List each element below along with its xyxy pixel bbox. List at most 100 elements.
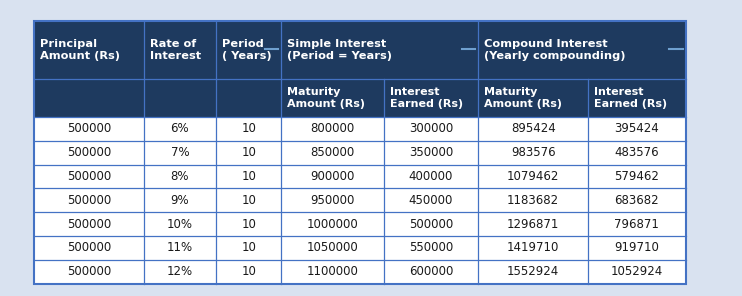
Text: Maturity
Amount (Rs): Maturity Amount (Rs) (287, 87, 365, 109)
Text: 983576: 983576 (511, 146, 556, 159)
Text: 1079462: 1079462 (507, 170, 559, 183)
Bar (34, 188, 144, 212)
Text: 10%: 10% (167, 218, 193, 231)
Bar (216, 117, 281, 141)
Text: 11%: 11% (167, 241, 193, 254)
Bar (384, 260, 479, 284)
Text: Interest
Earned (Rs): Interest Earned (Rs) (390, 87, 463, 109)
Bar (588, 212, 686, 236)
Text: 400000: 400000 (409, 170, 453, 183)
Text: 1183682: 1183682 (507, 194, 559, 207)
Text: 10: 10 (241, 241, 256, 254)
Text: 10: 10 (241, 194, 256, 207)
Text: Compound Interest
(Yearly compounding): Compound Interest (Yearly compounding) (485, 39, 626, 61)
Text: 950000: 950000 (310, 194, 355, 207)
Bar (384, 236, 479, 260)
Bar (479, 236, 588, 260)
Bar (281, 188, 384, 212)
Bar (144, 188, 216, 212)
Bar (34, 212, 144, 236)
Bar (216, 21, 281, 79)
Text: Rate of
Interest: Rate of Interest (150, 39, 200, 61)
Bar (281, 260, 384, 284)
Bar (34, 165, 144, 188)
Text: 350000: 350000 (409, 146, 453, 159)
Text: 500000: 500000 (67, 146, 111, 159)
Text: Simple Interest
(Period = Years): Simple Interest (Period = Years) (287, 39, 393, 61)
Text: 483576: 483576 (614, 146, 659, 159)
Text: 1000000: 1000000 (306, 218, 358, 231)
Text: Interest
Earned (Rs): Interest Earned (Rs) (594, 87, 667, 109)
Bar (34, 236, 144, 260)
Text: 579462: 579462 (614, 170, 660, 183)
Bar (144, 260, 216, 284)
Bar (34, 260, 144, 284)
Bar (479, 165, 588, 188)
Bar (34, 141, 144, 165)
Text: 500000: 500000 (409, 218, 453, 231)
Bar (588, 260, 686, 284)
Bar (384, 212, 479, 236)
Text: 450000: 450000 (409, 194, 453, 207)
Text: 1052924: 1052924 (611, 265, 663, 278)
Text: 10: 10 (241, 146, 256, 159)
Bar (384, 79, 479, 117)
Text: 850000: 850000 (310, 146, 355, 159)
Text: 500000: 500000 (67, 241, 111, 254)
Bar (144, 212, 216, 236)
Bar (216, 236, 281, 260)
Text: Principal
Amount (Rs): Principal Amount (Rs) (40, 39, 120, 61)
Text: 1552924: 1552924 (507, 265, 559, 278)
Bar (384, 141, 479, 165)
Bar (216, 79, 281, 117)
Bar (281, 236, 384, 260)
Bar (281, 117, 384, 141)
Bar (281, 165, 384, 188)
Bar (216, 212, 281, 236)
Text: 1419710: 1419710 (507, 241, 559, 254)
Bar (588, 165, 686, 188)
Bar (34, 79, 144, 117)
Bar (144, 165, 216, 188)
Text: 500000: 500000 (67, 218, 111, 231)
Text: 10: 10 (241, 170, 256, 183)
Bar (479, 212, 588, 236)
Text: 919710: 919710 (614, 241, 660, 254)
Text: 395424: 395424 (614, 123, 659, 135)
Text: 900000: 900000 (310, 170, 355, 183)
Text: 6%: 6% (171, 123, 189, 135)
Text: 500000: 500000 (67, 265, 111, 278)
Bar (588, 236, 686, 260)
Text: 10: 10 (241, 218, 256, 231)
Text: 10: 10 (241, 265, 256, 278)
Bar (479, 21, 686, 79)
Bar (216, 165, 281, 188)
Bar (216, 188, 281, 212)
Bar (384, 165, 479, 188)
Text: 500000: 500000 (67, 170, 111, 183)
Bar (144, 79, 216, 117)
Text: 8%: 8% (171, 170, 189, 183)
Text: 1050000: 1050000 (306, 241, 358, 254)
Bar (479, 188, 588, 212)
Text: 9%: 9% (171, 194, 189, 207)
Text: 550000: 550000 (409, 241, 453, 254)
Text: 800000: 800000 (310, 123, 355, 135)
Bar (144, 117, 216, 141)
Bar (588, 141, 686, 165)
Bar (34, 21, 686, 284)
Bar (588, 117, 686, 141)
Bar (479, 79, 588, 117)
Text: 500000: 500000 (67, 123, 111, 135)
Bar (479, 117, 588, 141)
Bar (479, 260, 588, 284)
Text: 7%: 7% (171, 146, 189, 159)
Text: 895424: 895424 (510, 123, 556, 135)
Bar (281, 212, 384, 236)
Bar (281, 21, 479, 79)
Bar (144, 21, 216, 79)
Text: 1296871: 1296871 (507, 218, 559, 231)
Text: 10: 10 (241, 123, 256, 135)
Bar (34, 117, 144, 141)
Text: Maturity
Amount (Rs): Maturity Amount (Rs) (485, 87, 562, 109)
